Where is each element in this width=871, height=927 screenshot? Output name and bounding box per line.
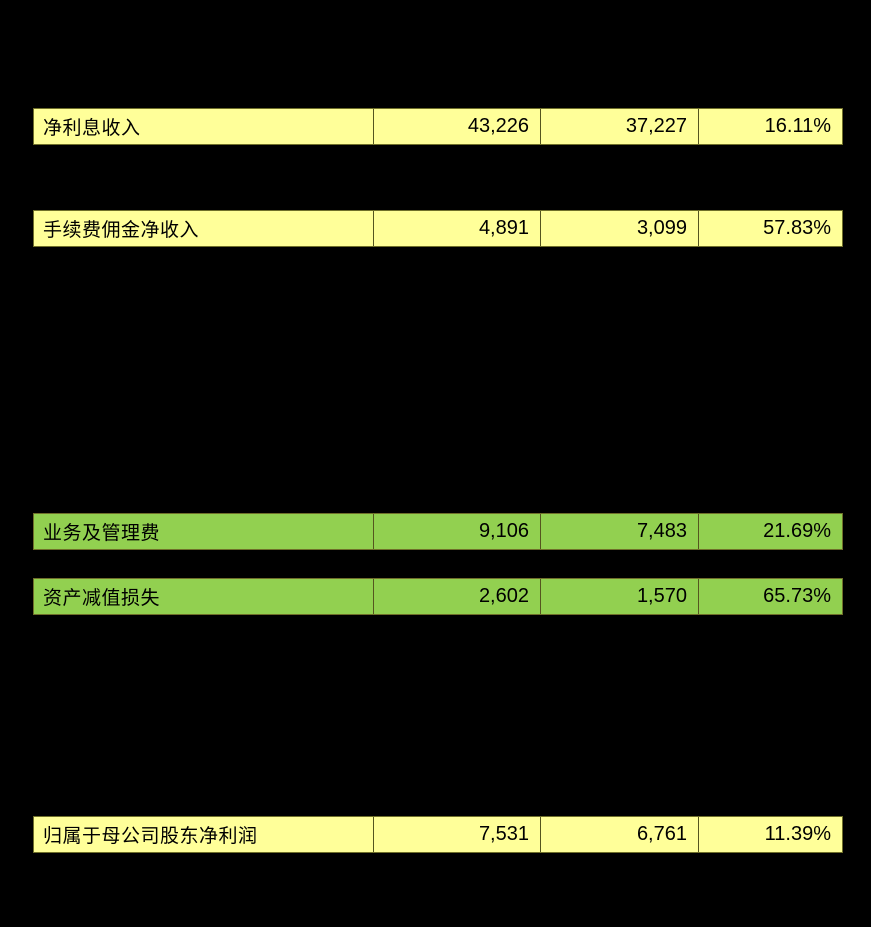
row-label-cell: 归属于母公司股东净利润 bbox=[34, 817, 374, 852]
row-change-percent-cell: 16.11% bbox=[699, 109, 842, 144]
row-previous-value-cell: 6,761 bbox=[541, 817, 699, 852]
row-label-cell: 净利息收入 bbox=[34, 109, 374, 144]
row-change-percent-cell: 11.39% bbox=[699, 817, 842, 852]
row-label-cell: 手续费佣金净收入 bbox=[34, 211, 374, 246]
row-previous-value-cell: 1,570 bbox=[541, 579, 699, 614]
row-current-value-cell: 2,602 bbox=[374, 579, 541, 614]
table-row[interactable]: 净利息收入 43,226 37,227 16.11% bbox=[33, 108, 843, 145]
table-row[interactable]: 资产减值损失 2,602 1,570 65.73% bbox=[33, 578, 843, 615]
row-change-percent-cell: 57.83% bbox=[699, 211, 842, 246]
row-previous-value-cell: 3,099 bbox=[541, 211, 699, 246]
row-current-value-cell: 4,891 bbox=[374, 211, 541, 246]
row-current-value-cell: 43,226 bbox=[374, 109, 541, 144]
row-current-value-cell: 7,531 bbox=[374, 817, 541, 852]
row-change-percent-cell: 21.69% bbox=[699, 514, 842, 549]
row-change-percent-cell: 65.73% bbox=[699, 579, 842, 614]
row-label-cell: 资产减值损失 bbox=[34, 579, 374, 614]
row-label-cell: 业务及管理费 bbox=[34, 514, 374, 549]
row-previous-value-cell: 7,483 bbox=[541, 514, 699, 549]
row-current-value-cell: 9,106 bbox=[374, 514, 541, 549]
row-previous-value-cell: 37,227 bbox=[541, 109, 699, 144]
table-row[interactable]: 归属于母公司股东净利润 7,531 6,761 11.39% bbox=[33, 816, 843, 853]
table-row[interactable]: 业务及管理费 9,106 7,483 21.69% bbox=[33, 513, 843, 550]
table-row[interactable]: 手续费佣金净收入 4,891 3,099 57.83% bbox=[33, 210, 843, 247]
